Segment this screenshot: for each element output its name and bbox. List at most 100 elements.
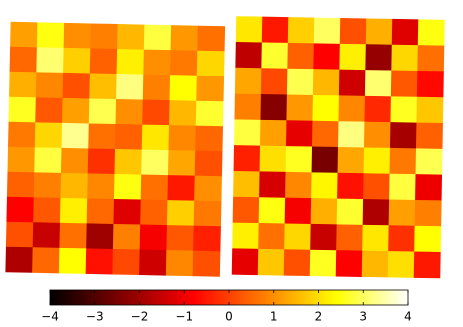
map-cell: [60, 147, 89, 174]
map-cell: [363, 147, 391, 175]
map-cell: [309, 249, 337, 277]
colorbar-tick-label: 2: [315, 310, 323, 324]
map-cell: [116, 74, 144, 101]
map-cell: [336, 224, 364, 252]
map-cell: [193, 225, 221, 252]
map-cell: [258, 197, 286, 224]
map-cell: [339, 43, 367, 71]
map-cell: [284, 223, 312, 251]
map-cell: [112, 223, 141, 251]
map-cell: [87, 148, 116, 175]
map-cell: [416, 96, 444, 124]
map-cell: [113, 173, 142, 201]
map-cell: [8, 121, 36, 148]
map-cell: [337, 147, 365, 174]
map-cell: [415, 122, 443, 150]
colorbar-tick-label: −2: [131, 310, 149, 324]
map-cell: [235, 42, 263, 69]
map-cell: [388, 225, 416, 253]
map-cell: [5, 246, 34, 273]
map-cell: [261, 16, 289, 44]
map-cell: [313, 17, 341, 45]
map-cell: [32, 247, 60, 274]
map-cell: [311, 120, 339, 148]
map-cell: [287, 17, 315, 44]
map-cell: [33, 172, 62, 199]
map-cell: [140, 199, 168, 226]
map-cell: [167, 175, 196, 202]
map-cell: [32, 222, 61, 249]
map-cell: [311, 172, 339, 200]
map-cell: [169, 75, 198, 102]
map-cell: [36, 47, 65, 74]
map-cell: [339, 18, 367, 45]
map-cell: [234, 67, 262, 95]
map-cell: [167, 150, 196, 177]
map-cell: [33, 197, 61, 224]
map-cell: [192, 250, 221, 277]
map-cell: [389, 122, 417, 149]
map-cell: [363, 173, 391, 201]
map-cell: [413, 251, 441, 279]
map-cell: [86, 223, 114, 250]
colorbar-tick-label: −3: [86, 310, 104, 324]
map-cell: [286, 94, 314, 122]
map-cell: [338, 95, 366, 123]
map-cell: [168, 125, 197, 152]
map-cell: [9, 71, 37, 98]
map-cell: [362, 199, 390, 226]
map-cell: [115, 99, 144, 126]
map-cell: [361, 250, 389, 278]
map-cell: [416, 70, 444, 98]
map-cell: [36, 22, 65, 49]
map-cell: [313, 43, 341, 71]
map-cell: [257, 248, 285, 276]
map-cell: [90, 23, 119, 50]
map-cell: [335, 250, 363, 277]
map-cell: [88, 98, 117, 125]
map-cell: [364, 95, 392, 123]
map-cell: [63, 22, 92, 49]
map-cell: [363, 121, 391, 149]
map-cell: [310, 223, 338, 251]
colorbar-tick-label: 3: [359, 310, 367, 324]
map-cell: [114, 149, 143, 176]
map-cell: [61, 122, 90, 149]
map-cell: [387, 251, 415, 278]
map-cell: [114, 124, 143, 151]
map-cell: [196, 75, 225, 102]
colorbar-tick-label: 0: [225, 310, 233, 324]
map-cell: [142, 74, 171, 101]
map-cell: [415, 174, 443, 201]
map-cell: [34, 122, 63, 149]
map-cell: [415, 148, 443, 176]
map-cell: [388, 199, 416, 227]
map-cell: [389, 173, 417, 201]
map-cell: [89, 73, 118, 100]
map-cell: [233, 145, 261, 172]
map-cell: [284, 197, 312, 225]
map-cell: [141, 124, 170, 151]
map-cell: [143, 49, 172, 76]
map-cell: [231, 248, 259, 276]
map-cell: [233, 170, 261, 198]
map-cell: [5, 221, 34, 248]
map-cell: [6, 196, 35, 223]
map: [231, 16, 445, 279]
map-cell: [234, 119, 261, 147]
map-cell: [259, 145, 287, 173]
map-cell: [139, 249, 167, 276]
map-cell: [62, 97, 90, 124]
map-cell: [286, 68, 314, 96]
map-cell: [232, 222, 260, 250]
map-cell: [58, 247, 87, 274]
map-cell: [258, 223, 286, 250]
colorbar-tick-label: −1: [175, 310, 193, 324]
map-cell: [232, 196, 260, 224]
map-cell: [86, 198, 115, 225]
map-cell: [165, 250, 194, 277]
map-cell: [170, 25, 199, 52]
map-cell: [6, 171, 35, 198]
colorbar-tick-label: 4: [404, 310, 412, 324]
map-cell: [283, 249, 311, 277]
